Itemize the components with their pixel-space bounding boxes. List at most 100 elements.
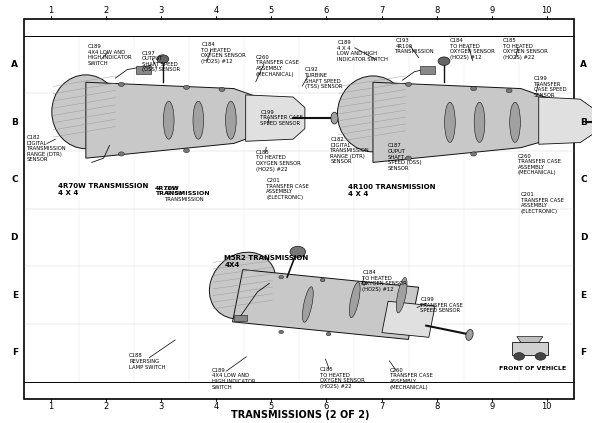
Text: D: D (580, 233, 588, 242)
Ellipse shape (331, 112, 338, 124)
Text: 4: 4 (214, 402, 219, 411)
Text: C189
4X4 LOW AND
HIGH INDICATOR
SWITCH: C189 4X4 LOW AND HIGH INDICATOR SWITCH (88, 44, 131, 66)
Text: C184
TO HEATED
OXYGEN SENSOR
(HO2S) #12: C184 TO HEATED OXYGEN SENSOR (HO2S) #12 (362, 270, 407, 292)
Text: C189
4 X 4
LOW AND HIGH
INDICATOR SWITCH: C189 4 X 4 LOW AND HIGH INDICATOR SWITCH (337, 40, 388, 62)
Circle shape (514, 353, 525, 360)
Text: C260
TRANSFER CASE
ASSEMBLY
(MECHANICAL): C260 TRANSFER CASE ASSEMBLY (MECHANICAL) (390, 368, 432, 390)
Ellipse shape (466, 330, 473, 341)
Text: C201
TRANSFER CASE
ASSEMBLY
(ELECTRONIC): C201 TRANSFER CASE ASSEMBLY (ELECTRONIC) (266, 178, 309, 200)
Polygon shape (233, 269, 419, 339)
Text: 1: 1 (49, 6, 54, 15)
Text: 6: 6 (324, 6, 329, 15)
Text: 6: 6 (324, 402, 329, 411)
Circle shape (406, 82, 411, 86)
Text: 4R100 TRANSMISSION
4 X 4: 4R100 TRANSMISSION 4 X 4 (348, 184, 436, 197)
Text: 4R70W
TRANSMISSION: 4R70W TRANSMISSION (155, 186, 210, 196)
Polygon shape (517, 337, 543, 343)
Bar (512, 343, 548, 355)
Text: C183
4R70W
TRANSMISSION: C183 4R70W TRANSMISSION (165, 186, 204, 202)
Text: 10: 10 (542, 6, 552, 15)
Circle shape (506, 88, 512, 93)
Circle shape (157, 55, 169, 63)
Ellipse shape (337, 76, 408, 152)
Text: 3: 3 (159, 402, 164, 411)
Polygon shape (539, 97, 592, 144)
Text: C185
TO HEATED
OXYGEN SENSOR
(HO2S) #22: C185 TO HEATED OXYGEN SENSOR (HO2S) #22 (503, 38, 548, 60)
Text: B: B (580, 118, 587, 127)
Ellipse shape (193, 101, 204, 139)
Text: 3: 3 (159, 6, 164, 15)
Text: 4: 4 (214, 6, 219, 15)
Text: C185
TO HEATED
OXYGEN SENSOR
(HO2S) #22: C185 TO HEATED OXYGEN SENSOR (HO2S) #22 (320, 367, 365, 389)
Text: 9: 9 (489, 402, 494, 411)
Text: 7: 7 (379, 402, 384, 411)
Circle shape (535, 353, 546, 360)
Ellipse shape (163, 101, 174, 139)
Circle shape (279, 275, 284, 279)
Text: C199
TRANSFER
CASE SPEED
SENSOR: C199 TRANSFER CASE SPEED SENSOR (534, 76, 567, 98)
Text: 8: 8 (434, 402, 439, 411)
Text: C184
TO HEATED
OXYGEN SENSOR
(HO2S) #12: C184 TO HEATED OXYGEN SENSOR (HO2S) #12 (450, 38, 495, 60)
Text: C182
DIGITAL
TRANSMISSION
RANGE (DTR)
SENSOR: C182 DIGITAL TRANSMISSION RANGE (DTR) SE… (27, 135, 66, 162)
Text: 8: 8 (434, 6, 439, 15)
Circle shape (184, 148, 189, 153)
Text: M5R2 TRANSMISSION
4X4: M5R2 TRANSMISSION 4X4 (224, 255, 308, 268)
Polygon shape (382, 301, 435, 337)
Text: D: D (10, 233, 18, 242)
Text: C189
4X4 LOW AND
HIGH INDICATOR
SWITCH: C189 4X4 LOW AND HIGH INDICATOR SWITCH (212, 368, 255, 390)
Ellipse shape (396, 277, 407, 313)
Circle shape (471, 86, 477, 91)
Text: C192
TURBINE
SHAFT SPEED
(TSS) SENSOR: C192 TURBINE SHAFT SPEED (TSS) SENSOR (305, 68, 342, 89)
Text: 2: 2 (104, 6, 109, 15)
Text: C201
TRANSFER CASE
ASSEMBLY
(ELECTRONIC): C201 TRANSFER CASE ASSEMBLY (ELECTRONIC) (521, 192, 564, 214)
Text: A: A (11, 60, 18, 69)
Text: 5: 5 (269, 6, 274, 15)
Text: E: E (12, 291, 18, 300)
Circle shape (290, 246, 305, 257)
Polygon shape (373, 82, 551, 162)
Circle shape (471, 152, 477, 156)
Ellipse shape (226, 101, 236, 139)
Bar (234, 315, 247, 321)
Text: C: C (11, 176, 18, 184)
Text: 10: 10 (542, 402, 552, 411)
Text: C182
DIGITAL
TRANSMISSION
RANGE (DTR)
SENSOR: C182 DIGITAL TRANSMISSION RANGE (DTR) SE… (330, 137, 370, 165)
Text: 5: 5 (269, 402, 274, 411)
Circle shape (438, 57, 450, 66)
Bar (136, 66, 151, 74)
Bar (24, 19, 574, 398)
Text: C188
REVERSING
LAMP SWITCH: C188 REVERSING LAMP SWITCH (129, 354, 166, 370)
Circle shape (362, 282, 366, 285)
Text: C197
OUTPUT
SHAFT SPEED
(OSS) SENSOR: C197 OUTPUT SHAFT SPEED (OSS) SENSOR (142, 51, 180, 72)
Text: 7: 7 (379, 6, 384, 15)
Ellipse shape (52, 75, 120, 148)
Polygon shape (86, 82, 258, 158)
Text: F: F (580, 349, 586, 357)
Text: C187
OUPUT
SHAFT
SPEED (OSS)
SENSOR: C187 OUPUT SHAFT SPEED (OSS) SENSOR (388, 143, 422, 171)
Text: E: E (580, 291, 586, 300)
Ellipse shape (303, 287, 313, 322)
Circle shape (118, 152, 124, 156)
Text: C260
TRANSFER CASE
ASSEMBLY
(MECHANICAL): C260 TRANSFER CASE ASSEMBLY (MECHANICAL) (518, 154, 561, 175)
Ellipse shape (210, 252, 276, 319)
Ellipse shape (445, 102, 455, 143)
Circle shape (326, 332, 331, 336)
Text: 4R70W TRANSMISSION
4 X 4: 4R70W TRANSMISSION 4 X 4 (59, 184, 149, 196)
Text: C199
TRANSFER CASE
SPEED SENSOR: C199 TRANSFER CASE SPEED SENSOR (420, 297, 463, 313)
Text: A: A (580, 60, 587, 69)
Text: B: B (11, 118, 18, 127)
Text: 1: 1 (49, 402, 54, 411)
Text: 9: 9 (489, 6, 494, 15)
Text: C184
TO HEATED
OXYGEN SENSOR
(HO2S) #12: C184 TO HEATED OXYGEN SENSOR (HO2S) #12 (201, 42, 246, 64)
Ellipse shape (474, 102, 485, 143)
Text: 2: 2 (104, 402, 109, 411)
Polygon shape (246, 95, 305, 141)
Circle shape (320, 278, 325, 282)
Text: C199
TRANSFER CASE
SPEED SENSOR: C199 TRANSFER CASE SPEED SENSOR (260, 110, 303, 126)
Text: C185
TO HEATED
OXYGEN SENSOR
(HO2S) #22: C185 TO HEATED OXYGEN SENSOR (HO2S) #22 (256, 150, 301, 172)
Ellipse shape (349, 282, 360, 318)
Circle shape (279, 330, 284, 334)
Circle shape (219, 87, 225, 91)
Text: FRONT OF VEHICLE: FRONT OF VEHICLE (499, 366, 567, 371)
Text: C260
TRANSFER CASE
ASSEMBLY
(MECHANICAL): C260 TRANSFER CASE ASSEMBLY (MECHANICAL) (256, 55, 298, 77)
